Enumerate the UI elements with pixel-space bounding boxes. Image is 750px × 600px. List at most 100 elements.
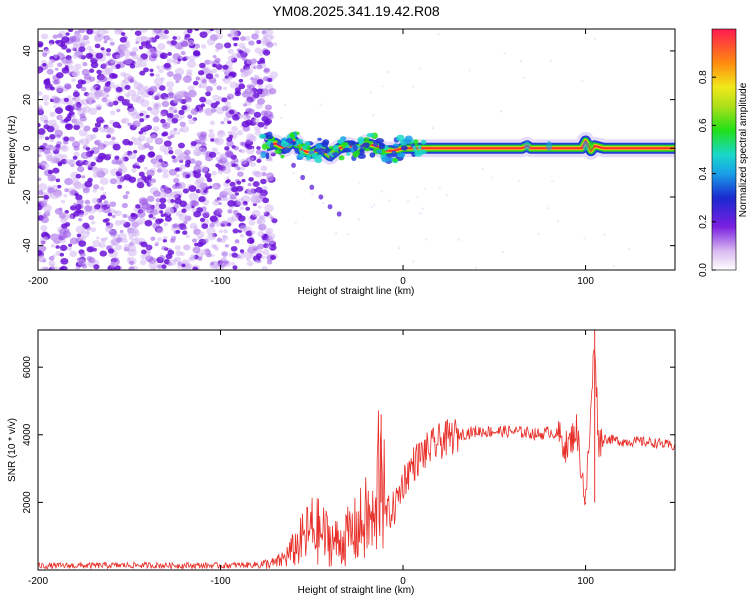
- noise-point: [82, 35, 90, 41]
- noise-point: [179, 164, 186, 170]
- colorbar-gradient: [712, 29, 736, 270]
- noise-point: [166, 117, 172, 122]
- noise-point: [119, 229, 124, 233]
- noise-point: [248, 244, 255, 250]
- noise-point: [42, 62, 47, 67]
- noise-point: [227, 33, 232, 37]
- noise-point: [517, 179, 521, 183]
- noise-point: [171, 117, 179, 124]
- noise-point: [138, 171, 145, 177]
- noise-point: [247, 182, 252, 187]
- noise-point: [115, 86, 123, 93]
- noise-point: [47, 187, 55, 194]
- noise-point: [205, 91, 211, 97]
- noise-point: [88, 76, 96, 82]
- signal-blob: [265, 134, 274, 140]
- noise-point: [120, 71, 127, 77]
- noise-point: [119, 161, 125, 167]
- x-tick-label: 100: [577, 576, 594, 587]
- noise-point: [135, 204, 141, 209]
- noise-point: [224, 101, 231, 106]
- noise-point: [125, 191, 130, 195]
- noise-point: [228, 75, 234, 80]
- noise-point: [238, 83, 246, 90]
- noise-point: [109, 110, 116, 116]
- noise-point: [50, 86, 55, 91]
- noise-point: [72, 54, 79, 59]
- noise-point: [261, 266, 268, 270]
- noise-point: [219, 154, 224, 158]
- signal-blob: [347, 140, 356, 147]
- noise-point: [385, 70, 389, 74]
- noise-point: [173, 223, 179, 228]
- noise-point: [380, 190, 384, 193]
- noise-point: [155, 154, 163, 161]
- signal-blob: [285, 138, 294, 143]
- noise-point: [519, 60, 523, 63]
- noise-point: [160, 213, 165, 217]
- noise-point: [58, 207, 63, 211]
- noise-point: [249, 161, 256, 167]
- noise-point: [91, 197, 99, 204]
- noise-point: [321, 201, 325, 205]
- noise-point: [181, 208, 187, 213]
- noise-point: [593, 37, 597, 41]
- noise-point: [131, 227, 139, 234]
- signal-blob: [280, 154, 285, 159]
- noise-point: [212, 94, 220, 102]
- noise-point: [133, 150, 138, 154]
- noise-point: [499, 110, 503, 113]
- noise-point: [50, 192, 59, 200]
- noise-point: [91, 165, 98, 171]
- noise-point: [251, 79, 256, 83]
- noise-point: [200, 44, 207, 49]
- noise-point: [78, 54, 84, 59]
- noise-point: [166, 41, 171, 45]
- tail-point: [291, 162, 296, 168]
- noise-point: [168, 149, 174, 155]
- noise-point: [103, 85, 112, 92]
- noise-point: [431, 127, 435, 130]
- noise-point: [81, 68, 90, 76]
- noise-point: [270, 216, 275, 220]
- noise-point: [231, 252, 238, 258]
- noise-point: [108, 37, 113, 42]
- noise-point: [146, 245, 152, 250]
- noise-point: [56, 184, 62, 189]
- noise-point: [84, 180, 93, 188]
- signal-blob: [274, 149, 282, 155]
- noise-point: [108, 58, 116, 64]
- noise-point: [241, 120, 250, 128]
- noise-point: [243, 103, 247, 107]
- noise-point: [138, 45, 144, 50]
- noise-point: [175, 250, 183, 257]
- noise-point: [173, 109, 178, 114]
- noise-point: [217, 169, 224, 175]
- noise-point: [139, 70, 146, 76]
- noise-point: [86, 246, 94, 253]
- noise-point: [132, 137, 142, 146]
- noise-point: [105, 67, 113, 74]
- noise-point: [193, 165, 202, 172]
- y-tick-label: 20: [22, 94, 33, 106]
- snr-line: [38, 348, 675, 570]
- noise-point: [246, 145, 252, 150]
- noise-point: [246, 237, 255, 244]
- noise-point: [319, 103, 322, 106]
- noise-point: [60, 257, 69, 265]
- noise-point: [94, 92, 101, 97]
- noise-point: [228, 134, 234, 139]
- noise-point: [266, 41, 274, 48]
- y-tick-label: 40: [22, 45, 33, 57]
- signal-blob: [305, 154, 311, 161]
- noise-point: [142, 131, 147, 135]
- noise-point: [111, 159, 119, 165]
- noise-point: [158, 203, 167, 210]
- noise-point: [194, 160, 203, 167]
- noise-point: [156, 161, 167, 170]
- noise-point: [152, 222, 161, 230]
- noise-point: [82, 61, 88, 67]
- noise-point: [143, 67, 149, 73]
- noise-point: [261, 172, 267, 177]
- noise-point: [250, 230, 256, 235]
